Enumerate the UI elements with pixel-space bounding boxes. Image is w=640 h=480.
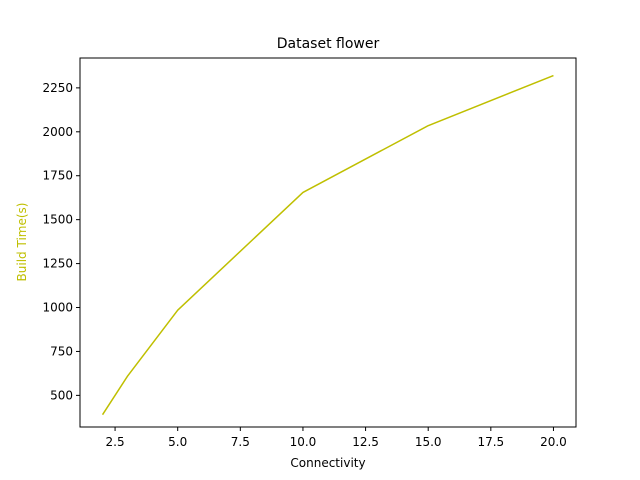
x-tick-label: 15.0: [415, 435, 442, 449]
x-tick-label: 2.5: [106, 435, 125, 449]
y-tick-label: 500: [50, 388, 73, 402]
chart-title: Dataset flower: [277, 36, 380, 52]
x-tick-label: 20.0: [540, 435, 567, 449]
y-tick-label: 2250: [42, 81, 73, 95]
x-tick-label: 7.5: [231, 435, 250, 449]
plot-area: [79, 57, 577, 428]
x-tick-label: 10.0: [290, 435, 317, 449]
x-tick-label: 12.5: [352, 435, 379, 449]
plot-frame: [79, 57, 577, 428]
y-tick-label: 750: [50, 344, 73, 358]
y-tick-label: 1000: [42, 301, 73, 315]
x-axis-label: Connectivity: [290, 456, 365, 470]
x-tick-label: 5.0: [168, 435, 187, 449]
series-layer: [101, 74, 554, 416]
y-tick-label: 2000: [42, 125, 73, 139]
y-tick-label: 1750: [42, 169, 73, 183]
x-axis-ticks: 2.5 5.0 7.5 10.0 12.5 15.0 17.5 20.0: [106, 427, 567, 449]
y-axis-label: Build Time(s): [15, 203, 29, 282]
y-axis-ticks: 500 750 1000 1250 1500 1750 2000 2250: [42, 81, 80, 402]
x-tick-label: 17.5: [477, 435, 504, 449]
y-tick-label: 1250: [42, 257, 73, 271]
y-tick-label: 1500: [42, 213, 73, 227]
series-line: [101, 74, 554, 416]
